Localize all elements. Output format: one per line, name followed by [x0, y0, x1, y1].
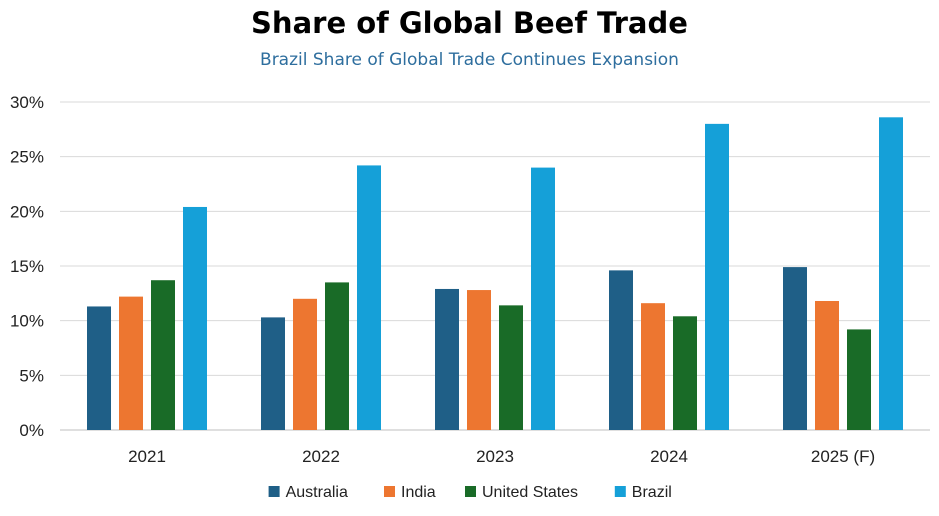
bar-india-4 — [815, 300, 839, 430]
bar-united-states-4 — [847, 329, 871, 430]
bar-australia-1 — [261, 317, 285, 430]
bar-brazil-2 — [531, 167, 555, 430]
y-tick-label: 15% — [10, 257, 44, 276]
x-tick-label: 2024 — [650, 447, 688, 466]
bar-brazil-3 — [705, 123, 729, 430]
bar-united-states-2 — [499, 305, 523, 430]
legend-swatch — [384, 486, 395, 497]
bar-australia-2 — [435, 288, 459, 430]
y-tick-label: 20% — [10, 202, 44, 221]
bar-india-3 — [641, 303, 665, 430]
chart-subtitle: Brazil Share of Global Trade Continues E… — [260, 50, 679, 70]
x-tick-label: 2023 — [476, 447, 514, 466]
y-tick-label: 25% — [10, 148, 44, 167]
legend-label: India — [401, 484, 436, 501]
y-tick-label: 0% — [19, 421, 44, 440]
x-tick-label: 2025 (F) — [811, 447, 875, 466]
legend-label: Australia — [286, 484, 348, 501]
x-tick-label: 2021 — [128, 447, 166, 466]
bar-india-0 — [119, 296, 143, 430]
bar-united-states-1 — [325, 282, 349, 430]
x-tick-label: 2022 — [302, 447, 340, 466]
bar-united-states-0 — [151, 280, 175, 430]
bar-india-1 — [293, 298, 317, 430]
y-tick-label: 10% — [10, 312, 44, 331]
legend-swatch — [465, 486, 476, 497]
bar-brazil-0 — [183, 206, 207, 430]
bar-brazil-4 — [879, 117, 903, 430]
y-tick-label: 30% — [10, 93, 44, 112]
legend-label: United States — [482, 484, 578, 501]
bar-australia-4 — [783, 267, 807, 430]
bar-australia-0 — [87, 306, 111, 430]
bar-india-2 — [467, 290, 491, 430]
legend-label: Brazil — [632, 484, 672, 501]
legend-swatch — [268, 486, 280, 497]
bar-brazil-1 — [357, 165, 381, 430]
bar-united-states-3 — [673, 316, 697, 430]
bar-australia-3 — [609, 270, 633, 430]
chart-title: Share of Global Beef Trade — [251, 6, 688, 40]
legend-swatch — [614, 486, 626, 497]
y-tick-label: 5% — [19, 366, 44, 385]
